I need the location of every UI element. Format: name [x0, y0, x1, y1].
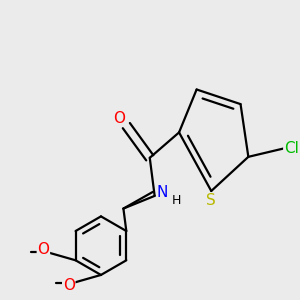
Text: Cl: Cl	[284, 140, 299, 155]
Text: O: O	[63, 278, 75, 293]
Text: N: N	[157, 185, 168, 200]
Text: O: O	[38, 242, 50, 257]
Text: H: H	[171, 194, 181, 207]
Text: S: S	[206, 193, 216, 208]
Text: O: O	[113, 111, 125, 126]
